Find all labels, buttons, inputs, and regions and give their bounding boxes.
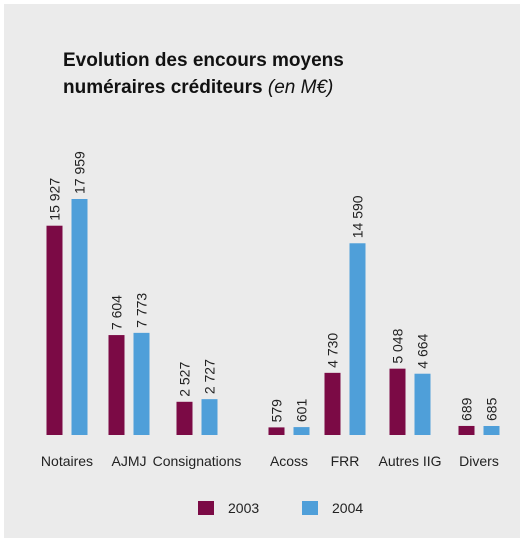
x-tick-label: Acoss [270,453,308,469]
data-label: 7 773 [134,293,150,328]
data-label: 2 527 [177,362,193,397]
data-label: 689 [459,397,475,421]
chart-title: Evolution des encours moyens numéraires … [63,50,344,98]
legend-swatch [302,501,318,515]
bar [389,368,406,435]
chart-subtitle: (en M€) [267,77,334,98]
bar [483,425,500,435]
data-label: 5 048 [390,328,406,363]
bar [71,199,88,435]
chart-title-block: Evolution des encours moyens numéraires … [63,47,403,101]
bar [349,243,366,435]
bar [268,427,285,435]
legend-label: 2004 [332,500,363,516]
bar [201,399,218,435]
bar [176,401,193,435]
x-tick-label: FRR [331,453,360,469]
x-tick-label: Consignations [153,453,242,469]
data-label: 7 604 [109,295,125,330]
data-label: 4 664 [415,333,431,368]
bar [108,335,125,435]
panel [4,4,520,538]
data-label: 14 590 [350,195,366,238]
bar [324,372,341,435]
x-tick-label: Divers [459,453,499,469]
bar [46,225,63,435]
bar [458,425,475,435]
data-label: 685 [484,397,500,421]
legend-swatch [198,501,214,515]
data-label: 601 [294,399,310,423]
x-tick-label: Notaires [41,453,93,469]
bar [293,427,310,435]
bar [133,332,150,435]
data-label: 17 959 [72,151,88,194]
data-label: 579 [269,399,285,423]
data-label: 4 730 [325,333,341,368]
data-label: 2 727 [202,359,218,394]
x-tick-label: Autres IIG [378,453,441,469]
legend-label: 2003 [228,500,259,516]
x-tick-label: AJMJ [112,453,147,469]
data-label: 15 927 [47,178,63,221]
bar [414,373,431,435]
